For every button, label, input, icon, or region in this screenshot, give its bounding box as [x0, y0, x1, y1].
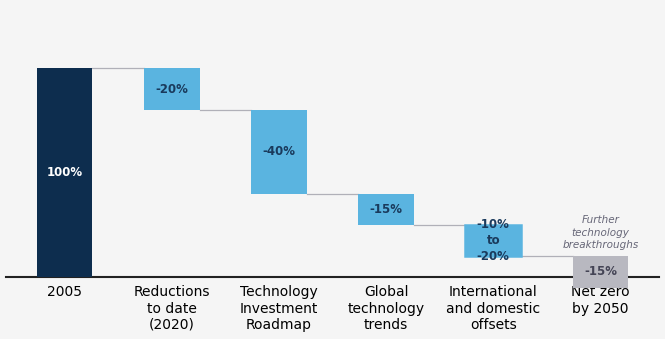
Bar — [465, 225, 521, 256]
Text: 100%: 100% — [47, 166, 82, 179]
Text: -15%: -15% — [370, 203, 402, 216]
Text: Further
technology
breakthroughs: Further technology breakthroughs — [563, 215, 638, 250]
Bar — [37, 68, 92, 277]
Text: -20%: -20% — [155, 83, 188, 96]
Text: -15%: -15% — [584, 265, 617, 278]
Text: -40%: -40% — [263, 145, 295, 158]
Text: -10%
to
-20%: -10% to -20% — [477, 218, 510, 263]
Bar — [251, 110, 307, 194]
Bar — [144, 68, 199, 110]
Bar — [573, 256, 628, 287]
Bar — [358, 194, 414, 225]
